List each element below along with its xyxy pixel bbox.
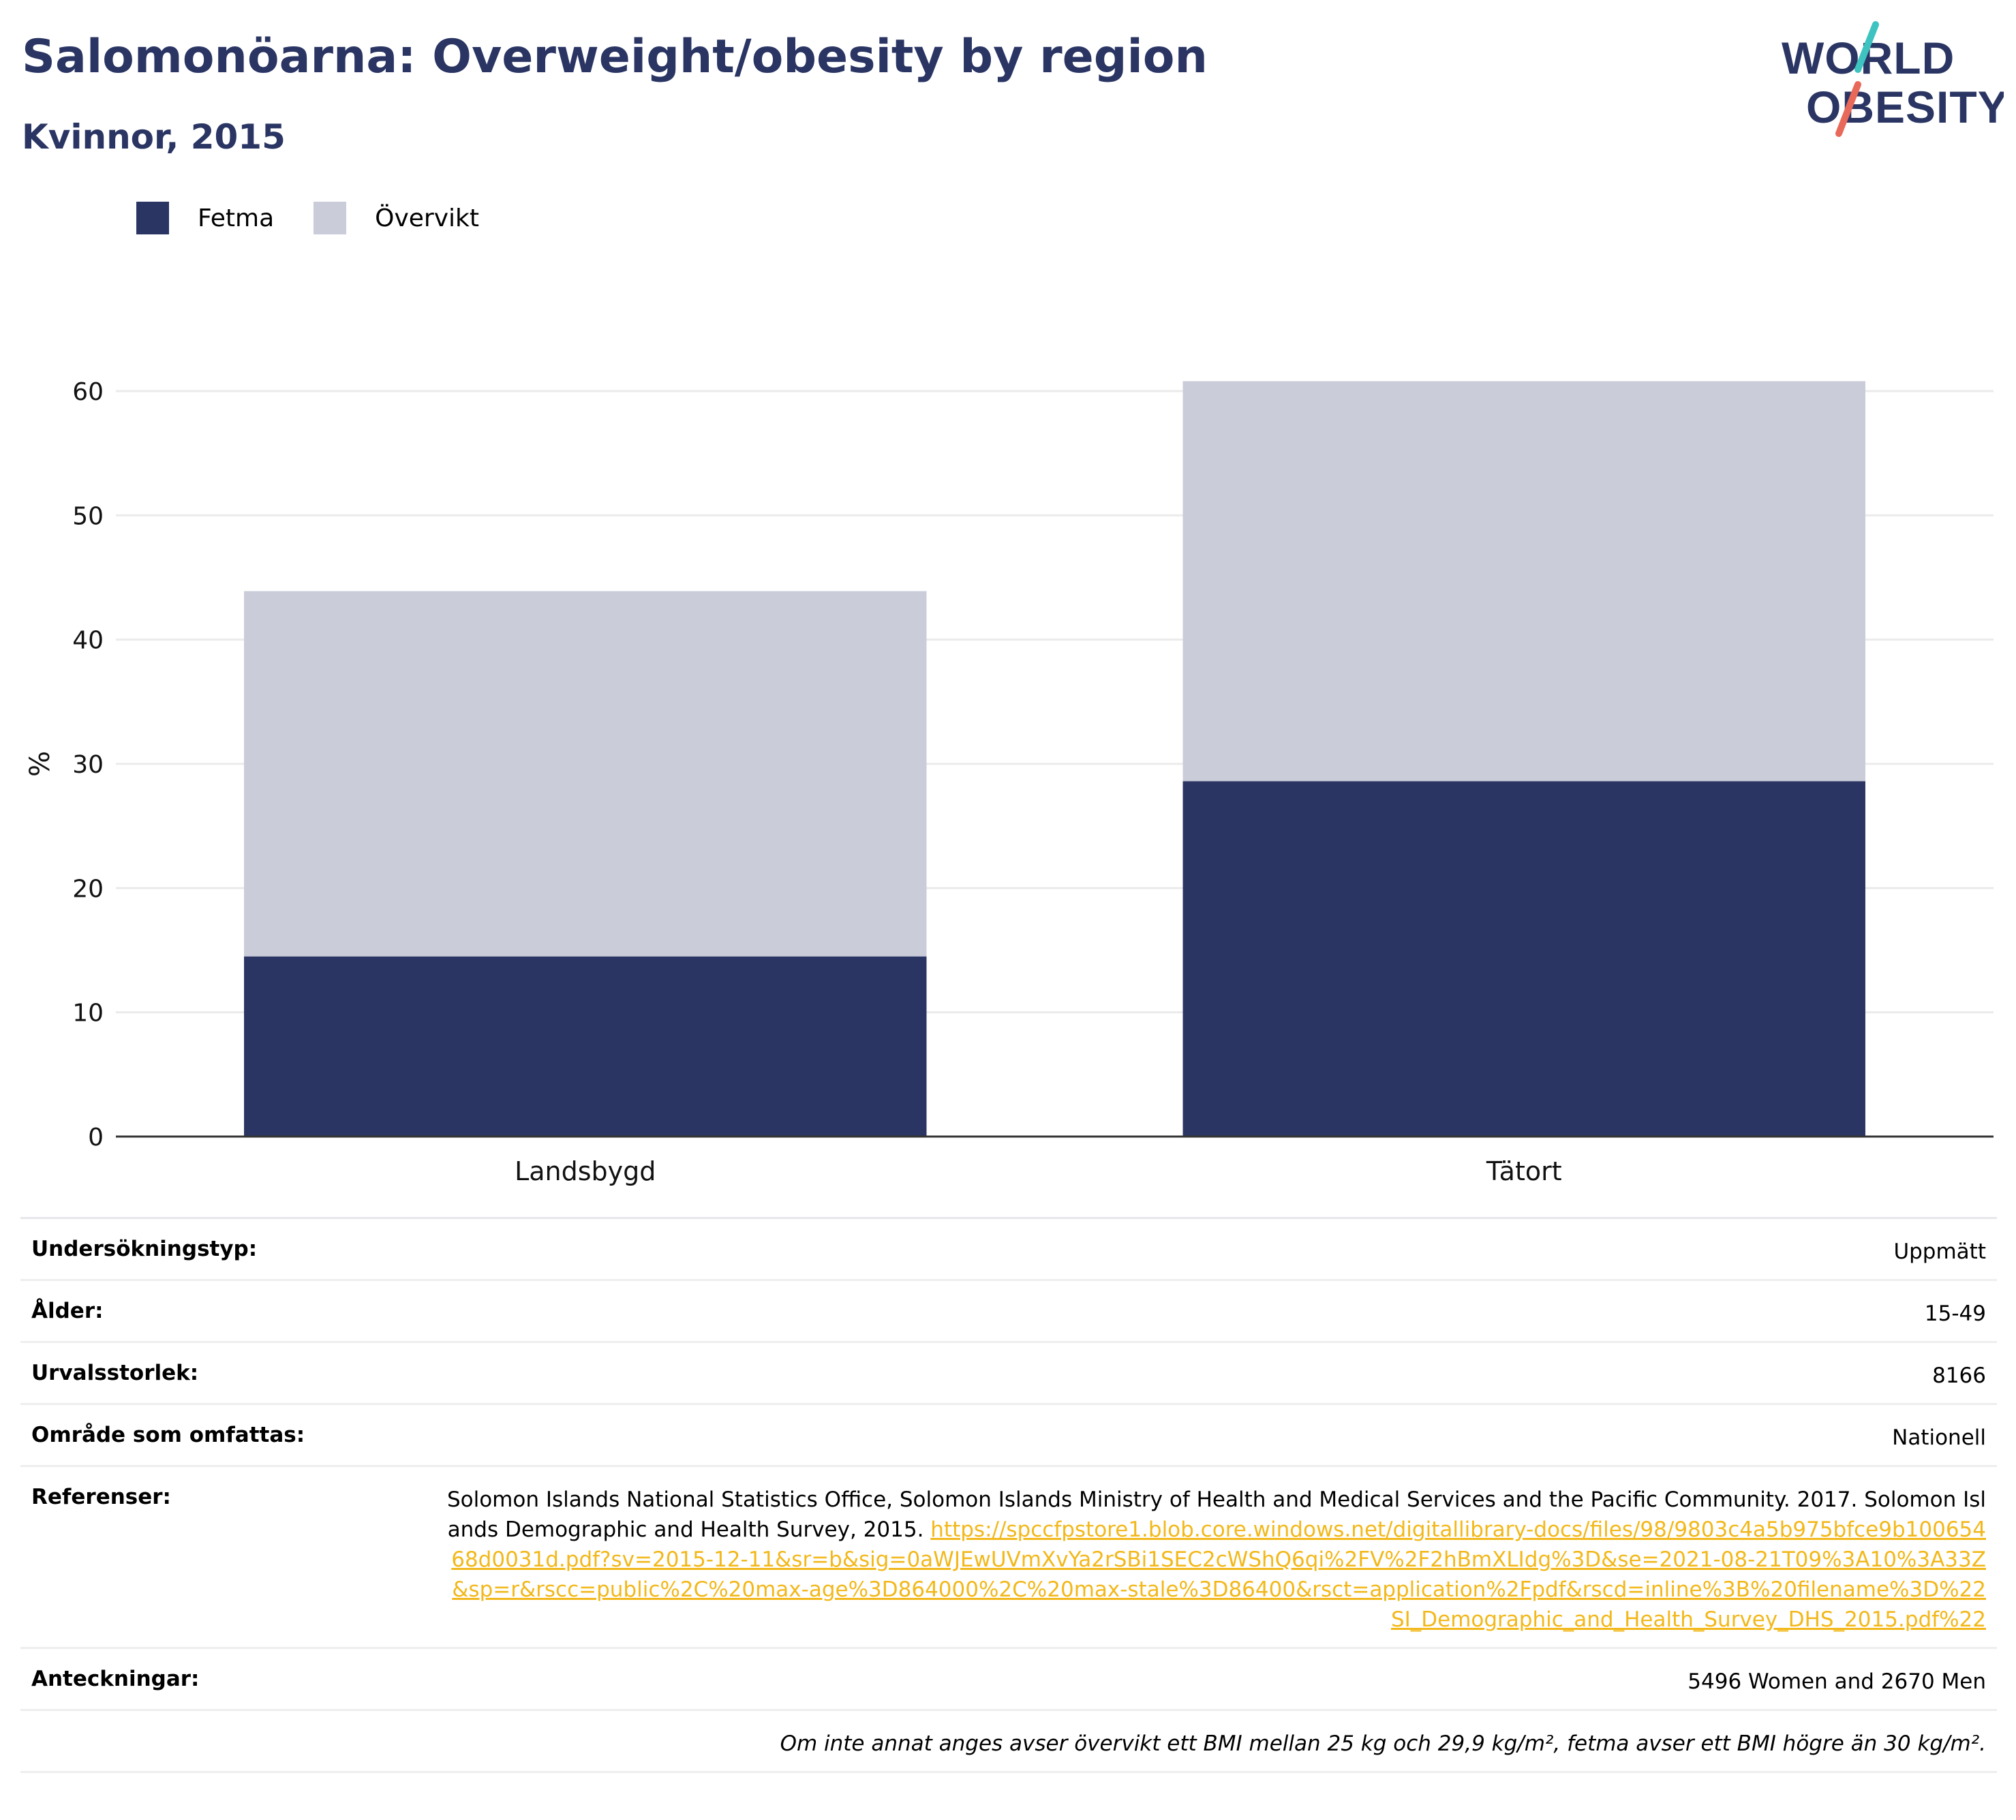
logo-slash-teal (1854, 21, 1879, 73)
y-tick-label: 60 (72, 378, 104, 406)
y-tick-label: 30 (72, 751, 104, 779)
info-value: 5496 Women and 2670 Men (1687, 1669, 1986, 1694)
info-label: Urvalsstorlek: (31, 1361, 199, 1385)
info-value: Nationell (1892, 1425, 1986, 1450)
logo-text-obesity: OBESITY (1806, 82, 2004, 132)
legend-swatch-fetma (136, 202, 169, 234)
chart-legend: Fetma Övervikt (136, 202, 519, 234)
info-row-age: Ålder: 15-49 (20, 1279, 1997, 1341)
chart-subtitle: Kvinnor, 2015 (22, 117, 286, 157)
info-row-notes: Anteckningar: 5496 Women and 2670 Men (20, 1647, 1997, 1709)
bar-overvikt-landsbygd (244, 591, 927, 957)
y-tick-label: 0 (88, 1124, 104, 1152)
info-row-area: Område som omfattas: Nationell (20, 1403, 1997, 1465)
reference-citation: Solomon Islands National Statistics Offi… (446, 1487, 1986, 1542)
legend-swatch-overvikt (314, 202, 347, 234)
y-axis-title: % (25, 751, 56, 777)
info-label: Område som omfattas: (31, 1423, 305, 1447)
info-value: Uppmätt (1893, 1239, 1986, 1264)
x-tick-label: Landsbygd (515, 1156, 656, 1186)
x-tick-label: Tätort (1486, 1156, 1562, 1186)
bmi-footnote: Om inte annat anges avser övervikt ett B… (780, 1731, 1986, 1756)
legend-label-fetma: Fetma (198, 204, 275, 232)
y-tick-label: 50 (72, 502, 104, 530)
y-tick-label: 20 (72, 875, 104, 903)
chart-title: Salomonöarna: Overweight/obesity by regi… (22, 30, 1208, 84)
info-row-footnote: Om inte annat anges avser övervikt ett B… (20, 1709, 1997, 1773)
y-tick-label: 10 (72, 1000, 104, 1028)
info-row-survey-type: Undersökningstyp: Uppmätt (20, 1217, 1997, 1279)
legend-label-overvikt: Övervikt (375, 204, 479, 232)
world-obesity-logo: WORLD OBESITY (1782, 21, 2004, 137)
logo-slash-red (1835, 81, 1861, 137)
bar-fetma-tätort (1182, 781, 1865, 1137)
y-tick-label: 40 (72, 627, 104, 655)
info-label: Undersökningstyp: (31, 1237, 258, 1261)
info-value: 8166 (1932, 1363, 1986, 1388)
info-label: Referenser: (31, 1485, 171, 1509)
info-row-references: Referenser: Solomon Islands National Sta… (20, 1465, 1997, 1647)
legend-item-overvikt[interactable]: Övervikt (314, 202, 479, 234)
survey-info-table: Undersökningstyp: Uppmätt Ålder: 15-49 U… (20, 1217, 1997, 1773)
stacked-bar-chart: 0 10 20 30 40 50 60% Landsbygd Tätort (25, 378, 1994, 1186)
reference-link[interactable]: https://spccfpstore1.blob.core.windows.n… (451, 1517, 1986, 1632)
legend-item-fetma[interactable]: Fetma (136, 202, 274, 234)
bar-overvikt-tätort (1182, 381, 1865, 782)
bar-fetma-landsbygd (244, 956, 927, 1137)
reference-text: Solomon Islands National Statistics Offi… (446, 1485, 1986, 1635)
info-row-sample-size: Urvalsstorlek: 8166 (20, 1341, 1997, 1403)
info-label: Anteckningar: (31, 1667, 200, 1691)
info-label: Ålder: (31, 1299, 104, 1323)
info-value: 15-49 (1924, 1301, 1986, 1326)
